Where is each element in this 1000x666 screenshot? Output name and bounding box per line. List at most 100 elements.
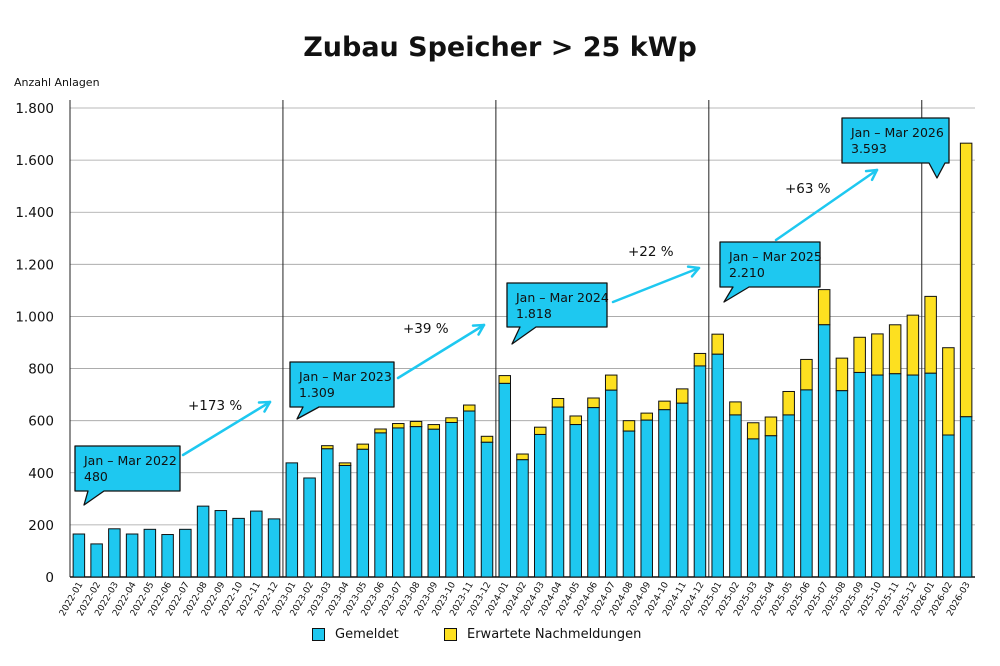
bar-gemeldet [285, 462, 299, 578]
bar-gemeldet [108, 528, 121, 578]
bar-nachmeldungen [622, 420, 636, 432]
y-tick-label: 400 [28, 466, 54, 482]
bar-gemeldet [250, 510, 263, 578]
bar-nachmeldungen [800, 358, 813, 391]
bar-gemeldet [533, 433, 547, 578]
growth-arrow-head [864, 168, 879, 182]
callout-value: 480 [84, 469, 108, 484]
bar-nachmeldungen [427, 424, 441, 430]
bar-nachmeldungen [853, 336, 866, 373]
bar-gemeldet [321, 448, 334, 578]
bar-gemeldet [551, 406, 565, 578]
bar-gemeldet [782, 414, 795, 578]
bar-gemeldet [764, 435, 778, 578]
bar-gemeldet [640, 419, 653, 578]
bar-gemeldet [942, 434, 955, 578]
callout-value: 1.818 [516, 306, 552, 321]
y-axis-label: Anzahl Anlagen [14, 76, 100, 89]
bar-nachmeldungen [675, 388, 689, 404]
legend-label-nachmeldungen: Erwartete Nachmeldungen [467, 627, 642, 642]
y-tick-label: 1.200 [15, 257, 54, 273]
bar-gemeldet [959, 416, 973, 578]
bar-gemeldet [427, 428, 441, 578]
bar-nachmeldungen [409, 420, 423, 428]
bar-nachmeldungen [640, 412, 653, 421]
bar-nachmeldungen [924, 295, 937, 374]
bar-nachmeldungen [959, 142, 973, 418]
legend-swatch-nachmeldungen [444, 628, 457, 641]
callout-value: 3.593 [851, 141, 887, 156]
callout-box [289, 361, 395, 420]
bar-gemeldet [658, 409, 671, 578]
legend-item-gemeldet: Gemeldet [312, 627, 399, 642]
legend-label-gemeldet: Gemeldet [335, 627, 399, 642]
callout-value: 1.309 [299, 385, 335, 400]
bar-nachmeldungen [711, 333, 724, 355]
bar-nachmeldungen [817, 289, 831, 326]
bar-gemeldet [303, 477, 316, 578]
callout-period: Jan – Mar 2022 [83, 453, 177, 468]
growth-label: +39 % [403, 321, 449, 337]
bar-gemeldet [693, 365, 707, 578]
bar-gemeldet [374, 432, 387, 578]
bar-gemeldet [267, 518, 281, 578]
bar-gemeldet [871, 374, 884, 578]
bar-gemeldet [675, 402, 689, 578]
growth-arrow-line [611, 266, 701, 304]
bar-gemeldet [498, 382, 512, 578]
bar-gemeldet [817, 324, 831, 578]
bar-gemeldet [569, 424, 582, 578]
bar-gemeldet [143, 528, 157, 578]
bar-nachmeldungen [693, 352, 707, 367]
bar-gemeldet [924, 372, 937, 578]
bar-gemeldet [711, 353, 724, 578]
bar-gemeldet [338, 464, 352, 578]
bar-nachmeldungen [445, 417, 458, 423]
callout-box [719, 241, 821, 303]
bar-gemeldet [729, 414, 742, 578]
growth-label: +173 % [188, 398, 242, 414]
bar-nachmeldungen [569, 415, 582, 426]
growth-arrow-head [686, 265, 701, 278]
callout-period: Jan – Mar 2024 [515, 290, 609, 305]
bar-gemeldet [356, 448, 370, 578]
bar-nachmeldungen [906, 314, 920, 376]
growth-arrow-line [396, 323, 486, 380]
bar-nachmeldungen [782, 390, 795, 416]
bar-gemeldet [835, 390, 849, 578]
bar-gemeldet [888, 373, 902, 578]
bar-gemeldet [587, 407, 600, 578]
callout-value: 2.210 [729, 265, 765, 280]
y-tick-label: 0 [45, 570, 54, 586]
bar-nachmeldungen [551, 398, 565, 408]
bar-gemeldet [906, 374, 920, 578]
bar-gemeldet [409, 426, 423, 578]
y-tick-label: 800 [28, 362, 54, 378]
bar-nachmeldungen [764, 416, 778, 437]
bar-nachmeldungen [587, 397, 600, 409]
bar-gemeldet [196, 505, 210, 578]
bar-nachmeldungen [658, 400, 671, 411]
bar-nachmeldungen [480, 435, 494, 443]
callout-box [74, 445, 181, 506]
bar-gemeldet [622, 430, 636, 578]
bar-gemeldet [161, 534, 174, 578]
bar-gemeldet [480, 441, 494, 578]
y-tick-label: 200 [28, 518, 54, 534]
bar-gemeldet [463, 410, 476, 578]
bar-nachmeldungen [871, 333, 884, 376]
callout-period: Jan – Mar 2025 [728, 249, 822, 264]
callout-box [841, 117, 950, 179]
y-tick-label: 1.800 [15, 101, 54, 117]
growth-arrow-head [471, 323, 486, 336]
callout-box [506, 282, 608, 345]
bar-gemeldet [604, 389, 618, 578]
growth-arrow-line [181, 400, 272, 457]
bar-gemeldet [445, 421, 458, 578]
y-tick-label: 1.400 [15, 205, 54, 221]
bar-gemeldet [179, 528, 192, 578]
bar-nachmeldungen [356, 443, 370, 450]
chart-title: Zubau Speicher > 25 kWp [303, 32, 697, 63]
bar-nachmeldungen [835, 357, 849, 392]
